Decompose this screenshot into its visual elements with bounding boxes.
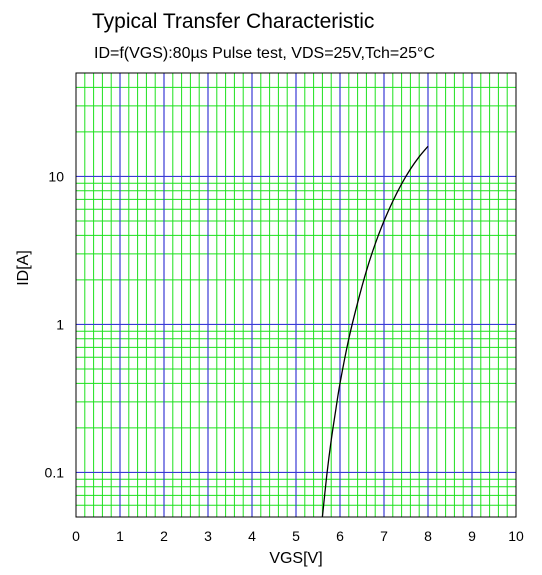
x-tick-label: 5 (292, 528, 300, 544)
x-tick-label: 1 (116, 528, 124, 544)
x-tick-label: 10 (508, 528, 524, 544)
minor-grid (76, 73, 516, 517)
x-tick-label: 9 (468, 528, 476, 544)
x-axis-label: VGS[V] (269, 550, 322, 567)
y-tick-label: 0.1 (45, 464, 65, 480)
major-grid (76, 73, 516, 517)
x-axis-ticks: 0 1 2 3 4 5 6 7 8 9 10 (72, 528, 524, 544)
chart-title: Typical Transfer Characteristic (92, 10, 374, 33)
x-tick-label: 8 (424, 528, 432, 544)
plot-frame (75, 72, 517, 518)
x-tick-label: 7 (380, 528, 388, 544)
x-tick-label: 0 (72, 528, 80, 544)
y-tick-label: 10 (48, 168, 64, 184)
y-tick-label: 1 (56, 316, 64, 332)
x-tick-label: 6 (336, 528, 344, 544)
x-tick-label: 3 (204, 528, 212, 544)
chart-subtitle: ID=f(VGS):80µs Pulse test, VDS=25V,Tch=2… (94, 45, 435, 62)
x-tick-label: 2 (160, 528, 168, 544)
y-axis-ticks: 0.1 1 10 (45, 168, 65, 480)
series-curve (321, 145, 429, 518)
x-tick-label: 4 (248, 528, 256, 544)
y-axis-label: ID[A] (15, 250, 32, 286)
